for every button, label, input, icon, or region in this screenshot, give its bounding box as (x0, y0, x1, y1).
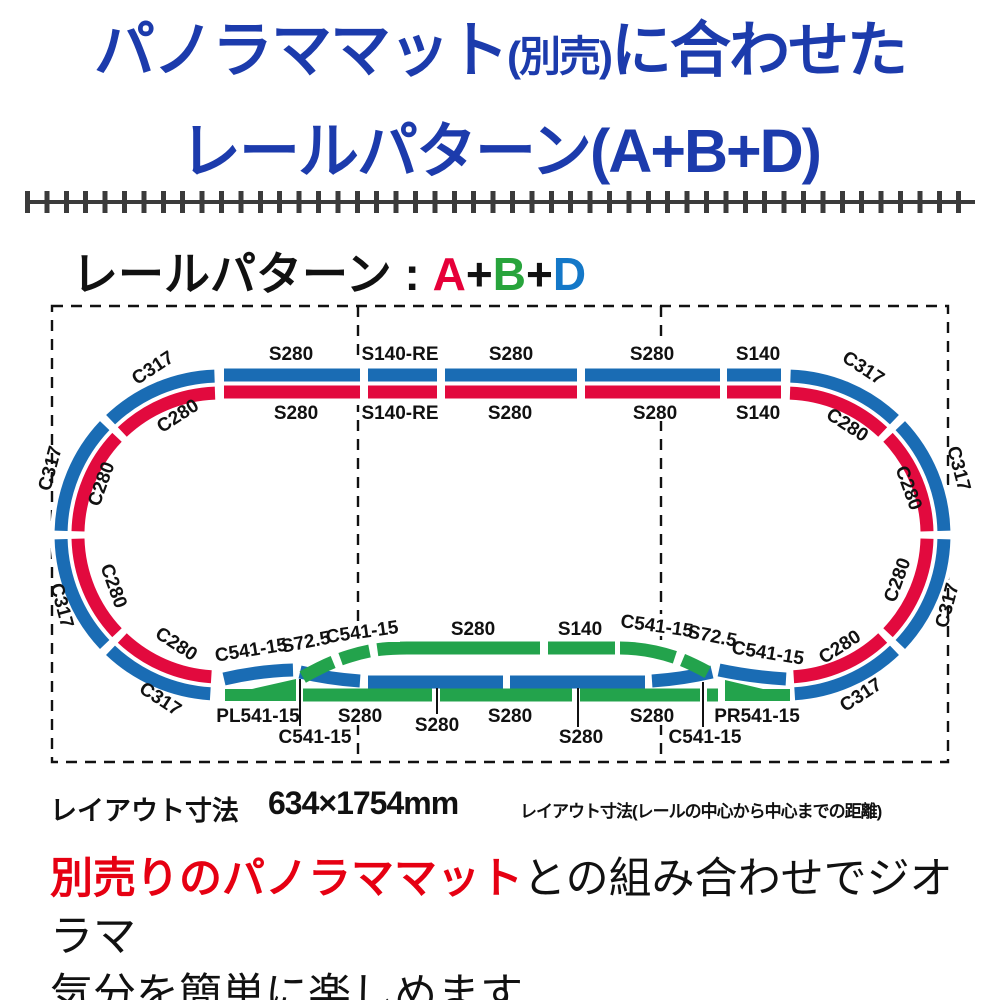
layout-dimensions-value: 634×1754mm (268, 785, 459, 821)
footer-black1: との組み合わせでジオラマ (50, 855, 953, 961)
siding-left-leg (290, 641, 408, 688)
inner-loop-bottom-route (222, 663, 787, 689)
track-label: S280 (274, 403, 318, 424)
track-label: C541-15 (279, 727, 352, 748)
footer-highlight: 別売りのパノラママット (50, 855, 523, 903)
divider-rail (25, 200, 975, 204)
track-label: S140-RE (361, 403, 438, 424)
track-label: S140 (736, 344, 780, 365)
footer-text: 別売りのパノラママットとの組み合わせでジオラマ気分を簡単に楽しめます (50, 850, 970, 1000)
pattern-d-letter: D (552, 248, 587, 300)
track-label: S280 (559, 727, 603, 748)
railroad-tie-divider (25, 191, 975, 213)
track-label: S280 (269, 344, 313, 365)
track-label: C541-15 (214, 634, 290, 666)
track-label: S280 (488, 706, 532, 727)
siding-right-leg (619, 641, 733, 690)
turnout-PR541-15 (725, 680, 790, 701)
inner-loop-right-curves (789, 386, 934, 684)
track-label: S280 (488, 403, 532, 424)
footer-black2: 気分を簡単に楽しめます (50, 971, 523, 1000)
plus-sign: + (465, 248, 493, 300)
top-straight-tracks (224, 368, 781, 399)
track-label: S280 (338, 706, 382, 727)
layout-dimensions-note: レイアウト寸法(レールの中心から中心までの距離) (520, 802, 882, 821)
track-label: S140 (558, 619, 602, 640)
title-line1-main: パノラママット (93, 16, 509, 84)
outer-loop-right-curves (790, 369, 951, 701)
title-line2: レールパターン(A+B+D) (180, 117, 822, 185)
track-label: S72.5 (686, 622, 739, 652)
track-label: S140-RE (361, 344, 438, 365)
track-label: PR541-15 (714, 706, 800, 727)
track-label: S280 (451, 619, 495, 640)
track-label: S280 (630, 344, 674, 365)
siding-bottom-track (225, 679, 790, 702)
leader-lines (299, 679, 704, 727)
inner-loop-left-curves (71, 386, 216, 684)
track-label: S280 (630, 706, 674, 727)
track-label: S280 (489, 344, 533, 365)
track-label: S140 (736, 403, 780, 424)
heading-label: レールパターン : (72, 248, 433, 300)
track-label: S280 (633, 403, 677, 424)
outer-loop-left-curves (54, 369, 215, 701)
title-line1: パノラママット(別売)に合わせた (0, 8, 1000, 109)
track-label: C541-15 (669, 727, 742, 748)
label-backgrounds (328, 344, 696, 725)
track-label: PL541-15 (216, 706, 300, 727)
plus-sign: + (525, 248, 553, 300)
track-label: S280 (415, 715, 459, 736)
rail-pattern-heading: レールパターン : A+B+D (72, 238, 586, 304)
turnout-PL541-15 (225, 679, 296, 701)
title-line1-paren: (別売) (507, 33, 613, 80)
page-title: パノラママット(別売)に合わせた レールパターン(A+B+D) (0, 8, 1000, 193)
title-line1-tail: に合わせた (610, 16, 908, 84)
pattern-a-letter: A (432, 248, 466, 300)
siding-upper-track (290, 641, 733, 690)
layout-dimensions-label: レイアウト寸法 (50, 796, 239, 826)
pattern-b-letter: B (492, 248, 526, 300)
